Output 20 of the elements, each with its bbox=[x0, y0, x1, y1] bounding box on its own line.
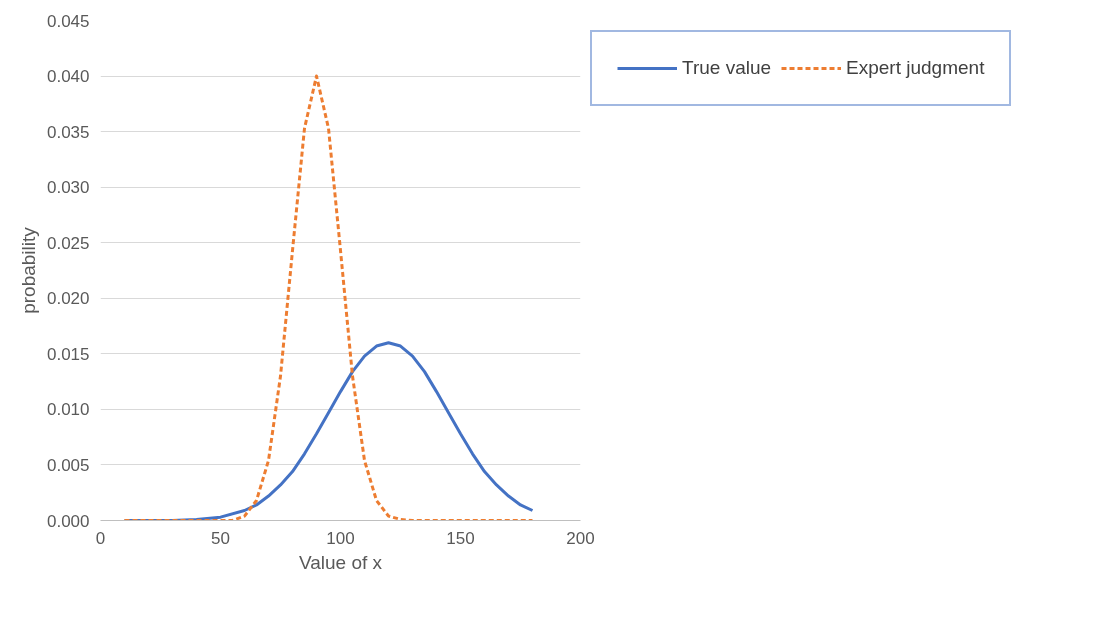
x-axis-title: Value of x bbox=[298, 551, 383, 573]
y-tick-label: 0.005 bbox=[46, 455, 90, 475]
x-tick-label: 100 bbox=[326, 528, 355, 548]
x-tick-label: 200 bbox=[566, 528, 595, 548]
legend-label: Expert judgment bbox=[846, 57, 985, 79]
y-tick-label: 0.025 bbox=[46, 233, 90, 253]
y-tick-label: 0.015 bbox=[46, 344, 90, 364]
x-tick-label: 150 bbox=[446, 528, 475, 548]
y-axis-title: probability bbox=[17, 226, 39, 314]
y-tick-label: 0.035 bbox=[46, 122, 90, 142]
y-tick-label: 0.000 bbox=[46, 511, 90, 531]
y-tick-label: 0.030 bbox=[46, 178, 90, 198]
line-series bbox=[123, 74, 534, 521]
x-tick-label: 0 bbox=[95, 528, 106, 548]
legend-label: True value bbox=[682, 57, 772, 79]
y-tick-label: 0.040 bbox=[46, 67, 90, 87]
y-tick-label: 0.045 bbox=[46, 11, 90, 31]
x-tick-label: 50 bbox=[211, 528, 230, 548]
y-tick-label: 0.020 bbox=[46, 289, 90, 309]
y-tick-label: 0.010 bbox=[46, 400, 90, 420]
